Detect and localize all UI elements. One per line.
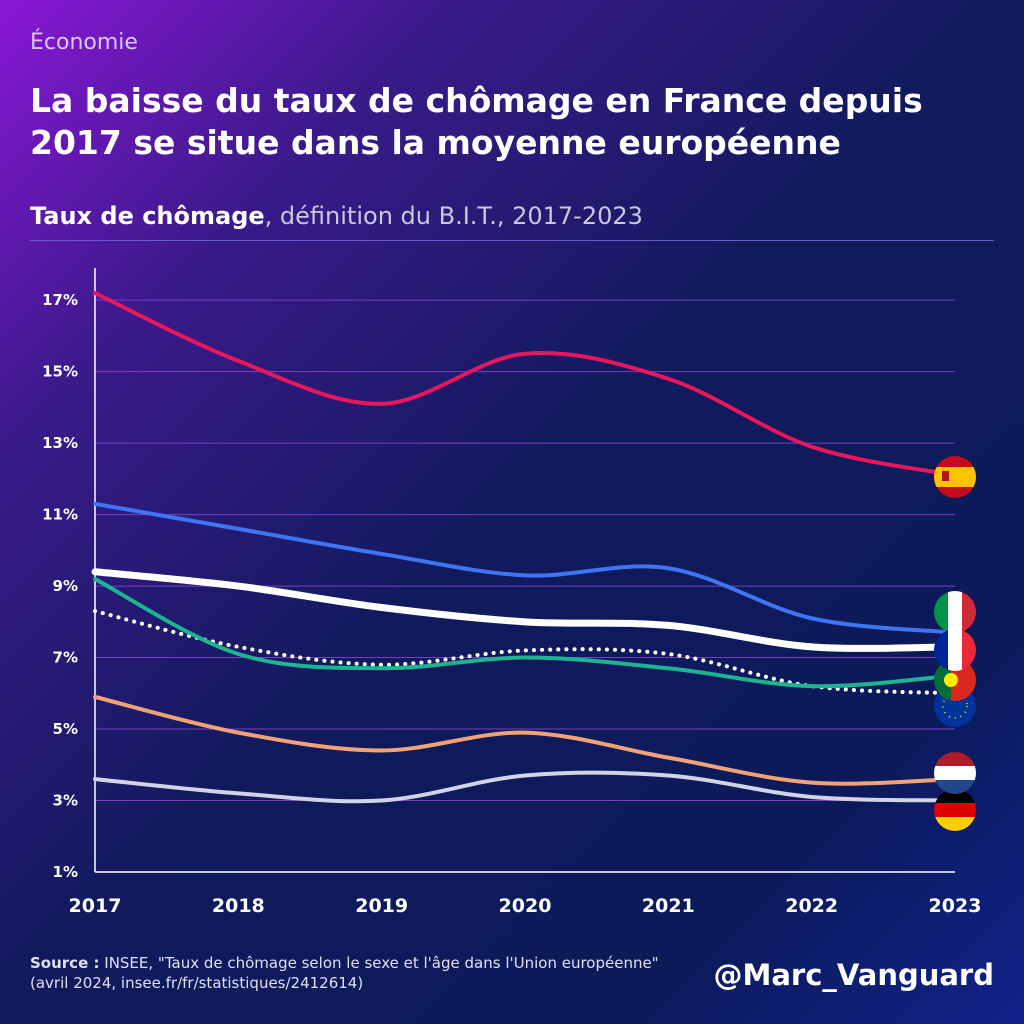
- series-line: [93, 576, 957, 689]
- flags: [934, 456, 976, 831]
- series-line: [91, 568, 959, 652]
- source-bold: Source :: [30, 954, 100, 972]
- source-rest: INSEE, "Taux de chômage selon le sexe et…: [30, 954, 659, 992]
- x-tick-label: 2023: [929, 895, 982, 917]
- flag: [934, 752, 976, 794]
- handle: @Marc_Vanguard: [713, 958, 994, 992]
- chart-title: La baisse du taux de chômage en France d…: [30, 81, 923, 162]
- subtitle-rest: , définition du B.I.T., 2017-2023: [264, 202, 643, 230]
- x-tick-label: 2022: [785, 895, 838, 917]
- x-tick-label: 2019: [355, 895, 408, 917]
- subtitle: Taux de chômage, définition du B.I.T., 2…: [30, 202, 643, 230]
- y-tick-label: 17%: [42, 291, 78, 309]
- flag: [934, 629, 976, 671]
- y-tick-label: 13%: [42, 434, 78, 452]
- series-line: [93, 291, 957, 478]
- flag: [934, 456, 976, 498]
- y-tick-label: 5%: [53, 720, 78, 738]
- x-tick-label: 2018: [212, 895, 265, 917]
- y-tick-label: 9%: [53, 577, 78, 595]
- y-tick-label: 1%: [53, 863, 78, 881]
- x-tick-label: 2021: [642, 895, 695, 917]
- y-tick-label: 15%: [42, 363, 78, 381]
- subtitle-bold: Taux de chômage: [30, 202, 265, 230]
- y-tick-label: 3%: [53, 792, 78, 810]
- flag: [934, 591, 976, 633]
- y-tick-label: 11%: [42, 506, 78, 524]
- x-tick-label: 2020: [499, 895, 552, 917]
- kicker: Économie: [30, 30, 138, 55]
- series-line: [93, 501, 957, 635]
- rule: [30, 240, 994, 241]
- series-line: [93, 694, 957, 786]
- source: Source : INSEE, "Taux de chômage selon l…: [30, 953, 670, 993]
- series-line: [93, 770, 957, 804]
- flag: [934, 789, 976, 831]
- y-tick-label: 7%: [53, 649, 78, 667]
- x-tick-label: 2017: [69, 895, 122, 917]
